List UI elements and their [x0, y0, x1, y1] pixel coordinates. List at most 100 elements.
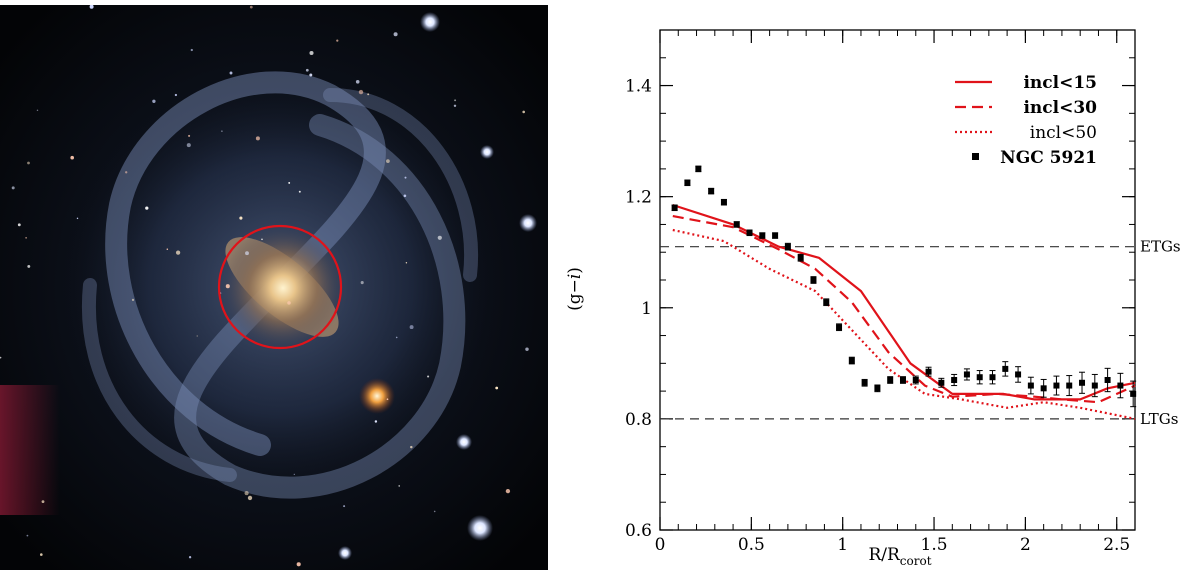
background-star — [89, 4, 94, 9]
background-star — [298, 190, 301, 193]
background-star — [309, 73, 313, 77]
background-star — [360, 281, 364, 285]
background-star — [367, 93, 370, 96]
data-point — [899, 377, 906, 383]
reference-line-label: ETGs — [1140, 238, 1181, 256]
data-point — [1104, 377, 1111, 383]
data-point — [836, 324, 843, 331]
data-point — [772, 232, 779, 239]
background-star — [374, 420, 378, 423]
corotation-circle — [217, 224, 343, 350]
background-star — [25, 237, 27, 239]
x-tick-label: 0 — [655, 535, 666, 555]
foreground-star-white-4 — [456, 434, 472, 450]
foreground-star-white-2 — [420, 12, 440, 32]
data-point — [848, 357, 855, 364]
reference-lines: ETGs LTGs — [660, 238, 1181, 428]
series-lines — [672, 203, 1136, 420]
x-tick-label: 2.5 — [1103, 535, 1130, 555]
foreground-star-white-1 — [467, 515, 493, 541]
data-point — [784, 243, 791, 250]
x-tick-label: 1 — [837, 535, 848, 555]
background-star — [393, 32, 398, 37]
data-point — [797, 254, 804, 261]
background-star — [76, 217, 79, 220]
background-star — [190, 48, 193, 52]
background-star — [404, 176, 407, 179]
data-point — [1130, 390, 1137, 397]
background-star — [27, 264, 31, 268]
y-tick-label: 1.2 — [625, 188, 652, 208]
y-tick-label: 0.8 — [625, 410, 652, 430]
background-star — [398, 485, 401, 487]
galaxy-core — [221, 226, 345, 350]
legend-label: incl<30 — [1023, 98, 1097, 118]
axis-ticks: 0 0.5 1 1.5 2 2.5 0.6 0.8 1 1.2 1.4 — [625, 29, 1136, 555]
background-stars — [0, 4, 529, 567]
background-star — [355, 79, 360, 84]
data-point — [1066, 382, 1073, 389]
data-point — [887, 377, 894, 383]
background-star — [255, 136, 260, 141]
series-line — [672, 228, 1136, 420]
data-point — [951, 377, 958, 383]
background-star — [293, 473, 295, 476]
background-star — [221, 130, 223, 132]
x-tick-label: 2 — [1020, 535, 1031, 555]
data-point — [1091, 382, 1098, 389]
background-star — [26, 534, 29, 537]
background-star — [166, 248, 169, 251]
background-star — [410, 445, 413, 449]
data-point — [938, 379, 945, 386]
background-star — [27, 161, 30, 165]
background-star — [245, 251, 249, 256]
legend-label: NGC 5921 — [1000, 148, 1097, 168]
x-tick-label: 0.5 — [738, 535, 765, 555]
data-point — [810, 277, 817, 283]
background-star — [70, 155, 74, 160]
background-star — [247, 495, 253, 501]
background-star — [17, 223, 21, 227]
background-star — [525, 347, 529, 351]
data-point — [976, 374, 983, 381]
data-point — [1053, 382, 1060, 389]
data-point — [720, 199, 727, 206]
background-star — [288, 181, 291, 184]
foreground-star-white-6 — [338, 546, 352, 560]
background-star — [125, 171, 128, 174]
data-point — [1002, 365, 1009, 372]
legend-label: incl<50 — [1030, 123, 1097, 143]
data-point — [1040, 385, 1047, 392]
background-star — [453, 104, 457, 108]
background-star — [495, 386, 499, 390]
data-point — [874, 385, 881, 392]
background-star — [40, 553, 43, 556]
background-star — [11, 186, 15, 190]
data-point — [746, 229, 753, 236]
color-profile-chart: 0 0.5 1 1.5 2 2.5 0.6 0.8 1 1.2 1.4 ETGs LTGs incl<… — [565, 29, 1181, 568]
data-point — [1079, 379, 1086, 386]
legend-marker — [972, 153, 979, 160]
background-star — [0, 356, 2, 359]
background-star — [454, 99, 457, 102]
data-point — [733, 221, 740, 228]
background-star — [343, 505, 346, 508]
data-point — [989, 374, 996, 381]
data-point — [1015, 371, 1022, 378]
background-star — [145, 206, 149, 210]
data-point — [1117, 382, 1124, 389]
background-star — [229, 71, 233, 75]
background-star — [437, 235, 442, 240]
data-point — [963, 371, 970, 378]
foreground-star-white-5 — [480, 145, 494, 159]
chart-panel: 0 0.5 1 1.5 2 2.5 0.6 0.8 1 1.2 1.4 ETGs LTGs incl<… — [560, 0, 1200, 570]
background-star — [36, 109, 39, 112]
background-star — [403, 194, 407, 198]
y-tick-label: 1 — [641, 299, 652, 319]
series-line — [672, 215, 1136, 404]
y-axis-title: (g−i) — [565, 267, 585, 311]
background-star — [175, 250, 181, 255]
background-star — [131, 298, 135, 301]
background-star — [336, 39, 339, 42]
background-star — [433, 510, 436, 513]
